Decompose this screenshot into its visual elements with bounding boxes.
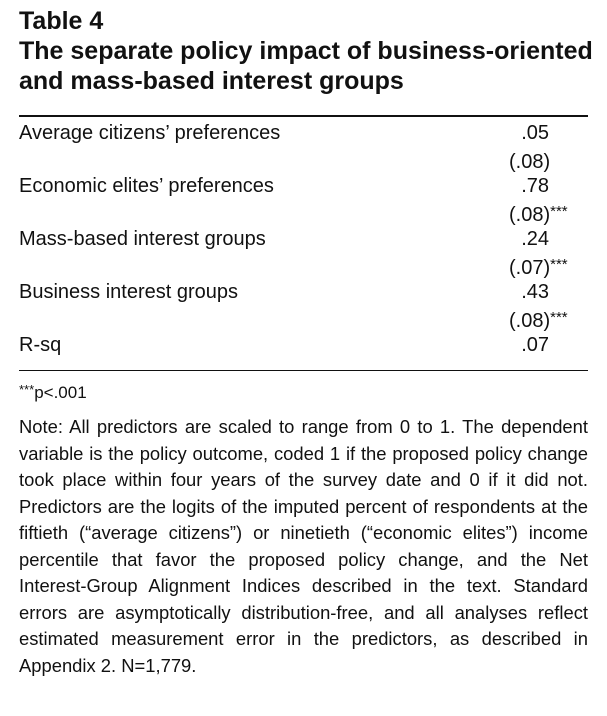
bottom-rule xyxy=(19,370,588,371)
significance-stars: *** xyxy=(550,203,568,220)
table-row: Business interest groups .43 (.08)*** xyxy=(19,279,588,332)
coefficient: .78 xyxy=(521,175,549,197)
standard-error: (.08)*** xyxy=(509,309,568,332)
significance-stars: *** xyxy=(550,256,568,273)
coefficient: .07 xyxy=(521,334,549,356)
table-body: Average citizens’ preferences .05 (.08) … xyxy=(19,120,588,360)
table-row: Mass-based interest groups .24 (.07)*** xyxy=(19,226,588,279)
footnote-stars: *** xyxy=(19,382,35,397)
significance-footnote: ***p<.001 xyxy=(19,379,87,404)
coefficient: .24 xyxy=(521,228,549,250)
table-row: R-sq .07 xyxy=(19,332,588,360)
standard-error: (.08) xyxy=(509,151,551,173)
coefficient: .43 xyxy=(521,281,549,303)
table-row: Economic elites’ preferences .78 (.08)**… xyxy=(19,173,588,226)
row-label: Economic elites’ preferences xyxy=(19,175,274,197)
standard-error: (.07)*** xyxy=(509,256,568,279)
footnote-text: p<.001 xyxy=(34,383,87,402)
row-label: R-sq xyxy=(19,334,62,356)
top-rule xyxy=(19,115,588,117)
table-title-block: Table 4 The separate policy impact of bu… xyxy=(19,6,599,96)
row-label: Business interest groups xyxy=(19,281,239,303)
coefficient: .05 xyxy=(521,122,549,144)
row-label: Mass-based interest groups xyxy=(19,228,266,250)
table-number: Table 4 xyxy=(19,7,104,35)
standard-error: (.08)*** xyxy=(509,203,568,226)
table-note: Note: All predictors are scaled to range… xyxy=(19,416,588,676)
row-label: Average citizens’ preferences xyxy=(19,122,281,144)
significance-stars: *** xyxy=(550,309,568,326)
table-row: Average citizens’ preferences .05 (.08) xyxy=(19,120,588,173)
table-title: The separate policy impact of business-o… xyxy=(19,37,593,95)
